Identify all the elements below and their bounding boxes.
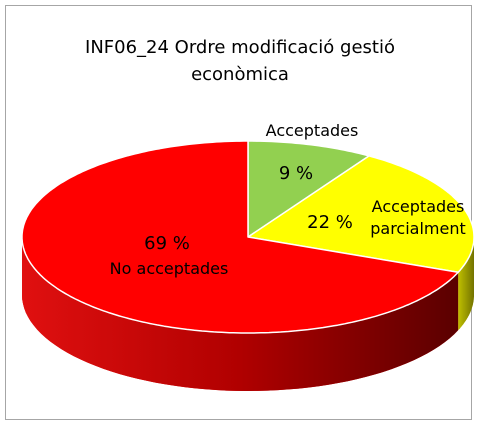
slice — [21, 140, 459, 334]
chart-frame — [5, 5, 472, 420]
category-label: No acceptades — [109, 259, 229, 278]
value-label: 22 % — [307, 212, 353, 233]
slice — [247, 140, 370, 238]
value-label: 69 % — [144, 233, 190, 254]
slice-side-shade — [458, 237, 474, 331]
category-label: Acceptades — [265, 121, 359, 140]
value-label: 9 % — [279, 163, 313, 184]
category-label: Acceptades parcialment — [370, 197, 466, 238]
slice-side-shade — [22, 237, 459, 391]
chart-title: INF06_24 Ordre modificació gestió econòm… — [85, 37, 395, 85]
slice — [247, 155, 475, 274]
